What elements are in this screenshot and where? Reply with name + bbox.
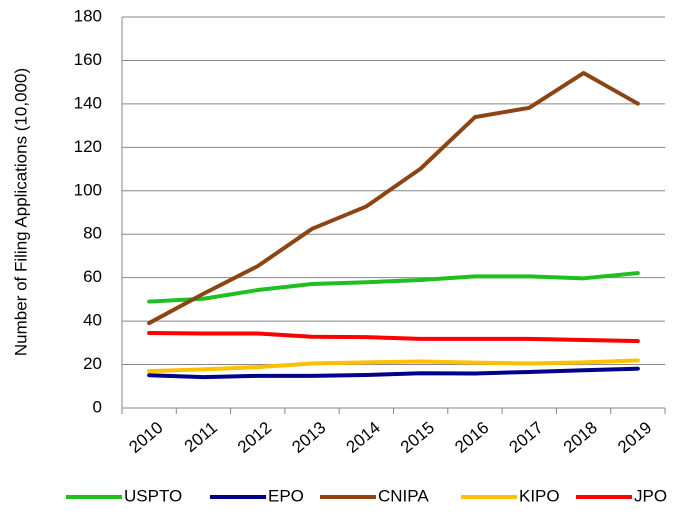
- x-tick-label: 2019: [614, 418, 655, 457]
- y-axis-label: Number of Filing Applications (10,000): [11, 68, 30, 356]
- series-line: [147, 331, 640, 344]
- y-tick-label: 0: [93, 397, 102, 416]
- legend-label: USPTO: [124, 486, 182, 505]
- x-tick-label: 2012: [234, 418, 275, 457]
- y-tick-label: 80: [83, 224, 102, 243]
- x-tick-label: 2018: [560, 418, 601, 457]
- legend-label: JPO: [634, 486, 667, 505]
- series-line: [147, 358, 640, 374]
- x-tick-label: 2016: [451, 418, 492, 457]
- x-tick-label: 2013: [288, 418, 329, 457]
- y-tick-label: 100: [74, 180, 102, 199]
- x-tick-label: 2011: [181, 418, 221, 456]
- y-tick-label: 120: [74, 137, 102, 156]
- series-line: [147, 271, 640, 304]
- y-tick-label: 180: [74, 6, 102, 25]
- y-tick-label: 140: [74, 93, 102, 112]
- y-tick-label: 60: [83, 267, 102, 286]
- legend-label: CNIPA: [378, 486, 429, 505]
- x-tick-label: 2015: [397, 418, 438, 457]
- series-line: [147, 366, 640, 380]
- y-tick-label: 40: [83, 311, 102, 330]
- x-tick-label: 2017: [506, 418, 547, 457]
- legend-label: KIPO: [519, 486, 560, 505]
- x-tick-label: 2014: [343, 418, 384, 457]
- series-line: [147, 71, 640, 326]
- legend-label: EPO: [268, 486, 304, 505]
- y-tick-label: 20: [83, 354, 102, 373]
- y-tick-label: 160: [74, 50, 102, 69]
- x-tick-label: 2010: [125, 418, 166, 457]
